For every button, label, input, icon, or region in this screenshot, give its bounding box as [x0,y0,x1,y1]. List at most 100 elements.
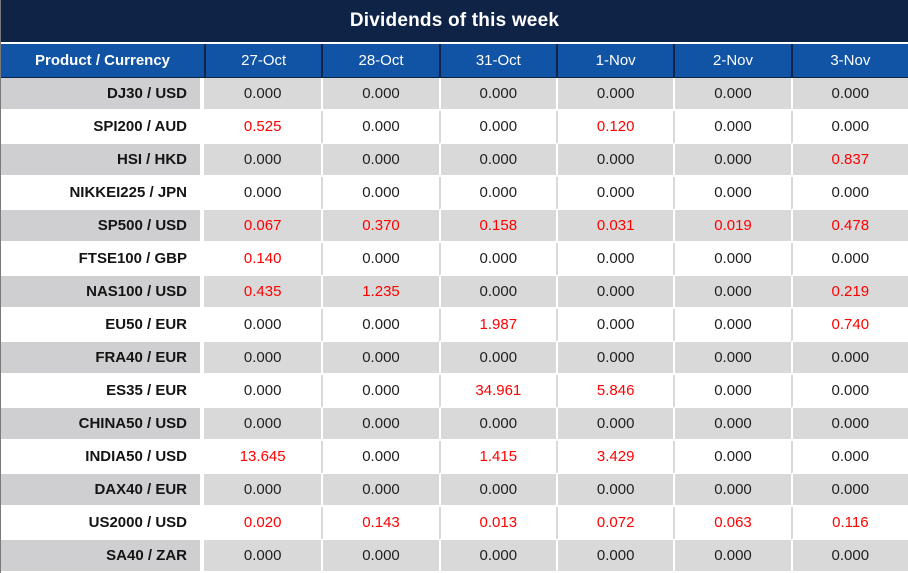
product-currency-cell: ES35 / EUR [1,375,204,408]
table-row: SA40 / ZAR 0.000 0.000 0.000 0.000 0.000 0.000 [1,540,908,573]
dividend-value-cell: 0.000 [673,177,791,210]
table-row: EU50 / EUR 0.000 0.000 1.987 0.000 0.000 0.740 [1,309,908,342]
dividend-value-cell: 0.000 [321,342,439,375]
dividend-value-cell: 0.000 [204,144,322,177]
dividend-value-cell: 0.000 [438,342,556,375]
column-header-date: 3-Nov [790,44,908,77]
dividend-value-cell: 0.000 [673,243,791,276]
column-header-product-currency: Product / Currency [34,52,171,69]
dividend-value-cell: 0.000 [673,408,791,441]
dividend-value-cell: 0.000 [790,441,908,474]
dividend-value-cell: 0.000 [438,408,556,441]
dividend-value-cell: 0.143 [321,507,439,540]
dividend-value-cell: 34.961 [438,375,556,408]
column-header-date: 2-Nov [673,44,790,77]
table-row: ES35 / EUR 0.000 0.000 34.961 5.846 0.000 0.00… [1,375,908,408]
dividend-value-cell: 0.000 [204,408,322,441]
dividend-value-cell: 0.019 [673,210,791,243]
dividend-value-cell: 0.000 [790,474,908,507]
dividend-value-cell: 13.645 [204,441,322,474]
dividend-value-cell: 0.116 [790,507,908,540]
dividend-value-cell: 0.000 [673,309,791,342]
dividend-value-cell: 0.000 [321,474,439,507]
dividend-value-cell: 0.000 [673,276,791,309]
table-title: Dividends of this week [1,0,908,44]
product-currency-cell: DAX40 / EUR [1,474,204,507]
table-row: FRA40 / EUR 0.000 0.000 0.000 0.000 0.000 0.00… [1,342,908,375]
dividend-value-cell: 0.000 [556,342,674,375]
dividend-value-cell: 0.000 [321,144,439,177]
dividend-value-cell: 0.120 [556,111,674,144]
dividend-value-cell: 1.235 [321,276,439,309]
dividend-value-cell: 0.370 [321,210,439,243]
table-row: CHINA50 / USD 0.000 0.000 0.000 0.000 0.000 0.… [1,408,908,441]
table-row: HSI / HKD 0.000 0.000 0.000 0.000 0.000 0.837 [1,144,908,177]
dividend-value-cell: 0.837 [790,144,908,177]
dividend-value-cell: 0.000 [321,408,439,441]
product-currency-cell: HSI / HKD [1,144,204,177]
dividend-value-cell: 0.000 [673,78,791,111]
column-header-date: 1-Nov [556,44,673,77]
dividend-value-cell: 0.000 [673,474,791,507]
column-header-date: 31-Oct [438,44,556,77]
product-currency-cell: SPI200 / AUD [1,111,204,144]
product-currency-cell: FTSE100 / GBP [1,243,204,276]
table-row: SPI200 / AUD 0.525 0.000 0.000 0.120 0.000 0.0… [1,111,908,144]
table-header-row: Product / Currency 27-Oct 28-Oct 31-Oct 1-N… [1,44,908,78]
dividend-value-cell: 0.000 [321,111,439,144]
dividend-value-cell: 0.000 [673,144,791,177]
dividend-value-cell: 0.000 [438,177,556,210]
product-currency-cell: DJ30 / USD [1,78,204,111]
table-row: NIKKEI225 / JPN 0.000 0.000 0.000 0.000 0.000… [1,177,908,210]
dividend-value-cell: 0.000 [790,342,908,375]
dividend-value-cell: 0.000 [673,540,791,573]
dividend-value-cell: 1.987 [438,309,556,342]
dividend-value-cell: 0.000 [790,540,908,573]
product-currency-cell: FRA40 / EUR [1,342,204,375]
dividend-value-cell: 0.000 [790,408,908,441]
dividend-value-cell: 5.846 [556,375,674,408]
dividend-value-cell: 0.000 [556,309,674,342]
dividend-value-cell: 0.000 [438,474,556,507]
dividend-value-cell: 0.000 [673,375,791,408]
dividend-value-cell: 0.000 [321,441,439,474]
product-currency-cell: EU50 / EUR [1,309,204,342]
table-row: FTSE100 / GBP 0.140 0.000 0.000 0.000 0.000 0.… [1,243,908,276]
dividend-value-cell: 0.000 [321,177,439,210]
dividend-value-cell: 0.140 [204,243,322,276]
dividend-value-cell: 0.000 [790,243,908,276]
page-title: Dividends of this week [349,10,560,31]
dividend-value-cell: 0.000 [673,342,791,375]
product-currency-cell: US2000 / USD [1,507,204,540]
dividend-value-cell: 0.000 [790,111,908,144]
dividend-value-cell: 0.031 [556,210,674,243]
column-header-date: 28-Oct [321,44,438,77]
dividend-value-cell: 0.000 [321,309,439,342]
dividend-value-cell: 0.063 [673,507,791,540]
dividend-value-cell: 0.000 [204,540,322,573]
dividend-value-cell: 0.072 [556,507,674,540]
dividend-value-cell: 0.000 [556,474,674,507]
dividend-value-cell: 0.000 [321,540,439,573]
dividend-value-cell: 0.740 [790,309,908,342]
table-row: DAX40 / EUR 0.000 0.000 0.000 0.000 0.000 0.00… [1,474,908,507]
dividend-value-cell: 1.415 [438,441,556,474]
dividend-value-cell: 0.525 [204,111,322,144]
dividend-value-cell: 0.000 [321,243,439,276]
dividend-value-cell: 0.013 [438,507,556,540]
dividend-value-cell: 0.000 [204,474,322,507]
dividend-value-cell: 0.000 [556,177,674,210]
dividend-value-cell: 0.219 [790,276,908,309]
dividend-value-cell: 3.429 [556,441,674,474]
product-currency-cell: CHINA50 / USD [1,408,204,441]
dividend-value-cell: 0.000 [438,78,556,111]
dividend-value-cell: 0.000 [556,144,674,177]
dividend-value-cell: 0.000 [673,111,791,144]
dividend-value-cell: 0.000 [673,441,791,474]
dividend-value-cell: 0.000 [556,540,674,573]
dividend-value-cell: 0.000 [556,408,674,441]
product-currency-cell: SA40 / ZAR [1,540,204,573]
dividend-value-cell: 0.067 [204,210,322,243]
column-header-date: 27-Oct [204,44,321,77]
